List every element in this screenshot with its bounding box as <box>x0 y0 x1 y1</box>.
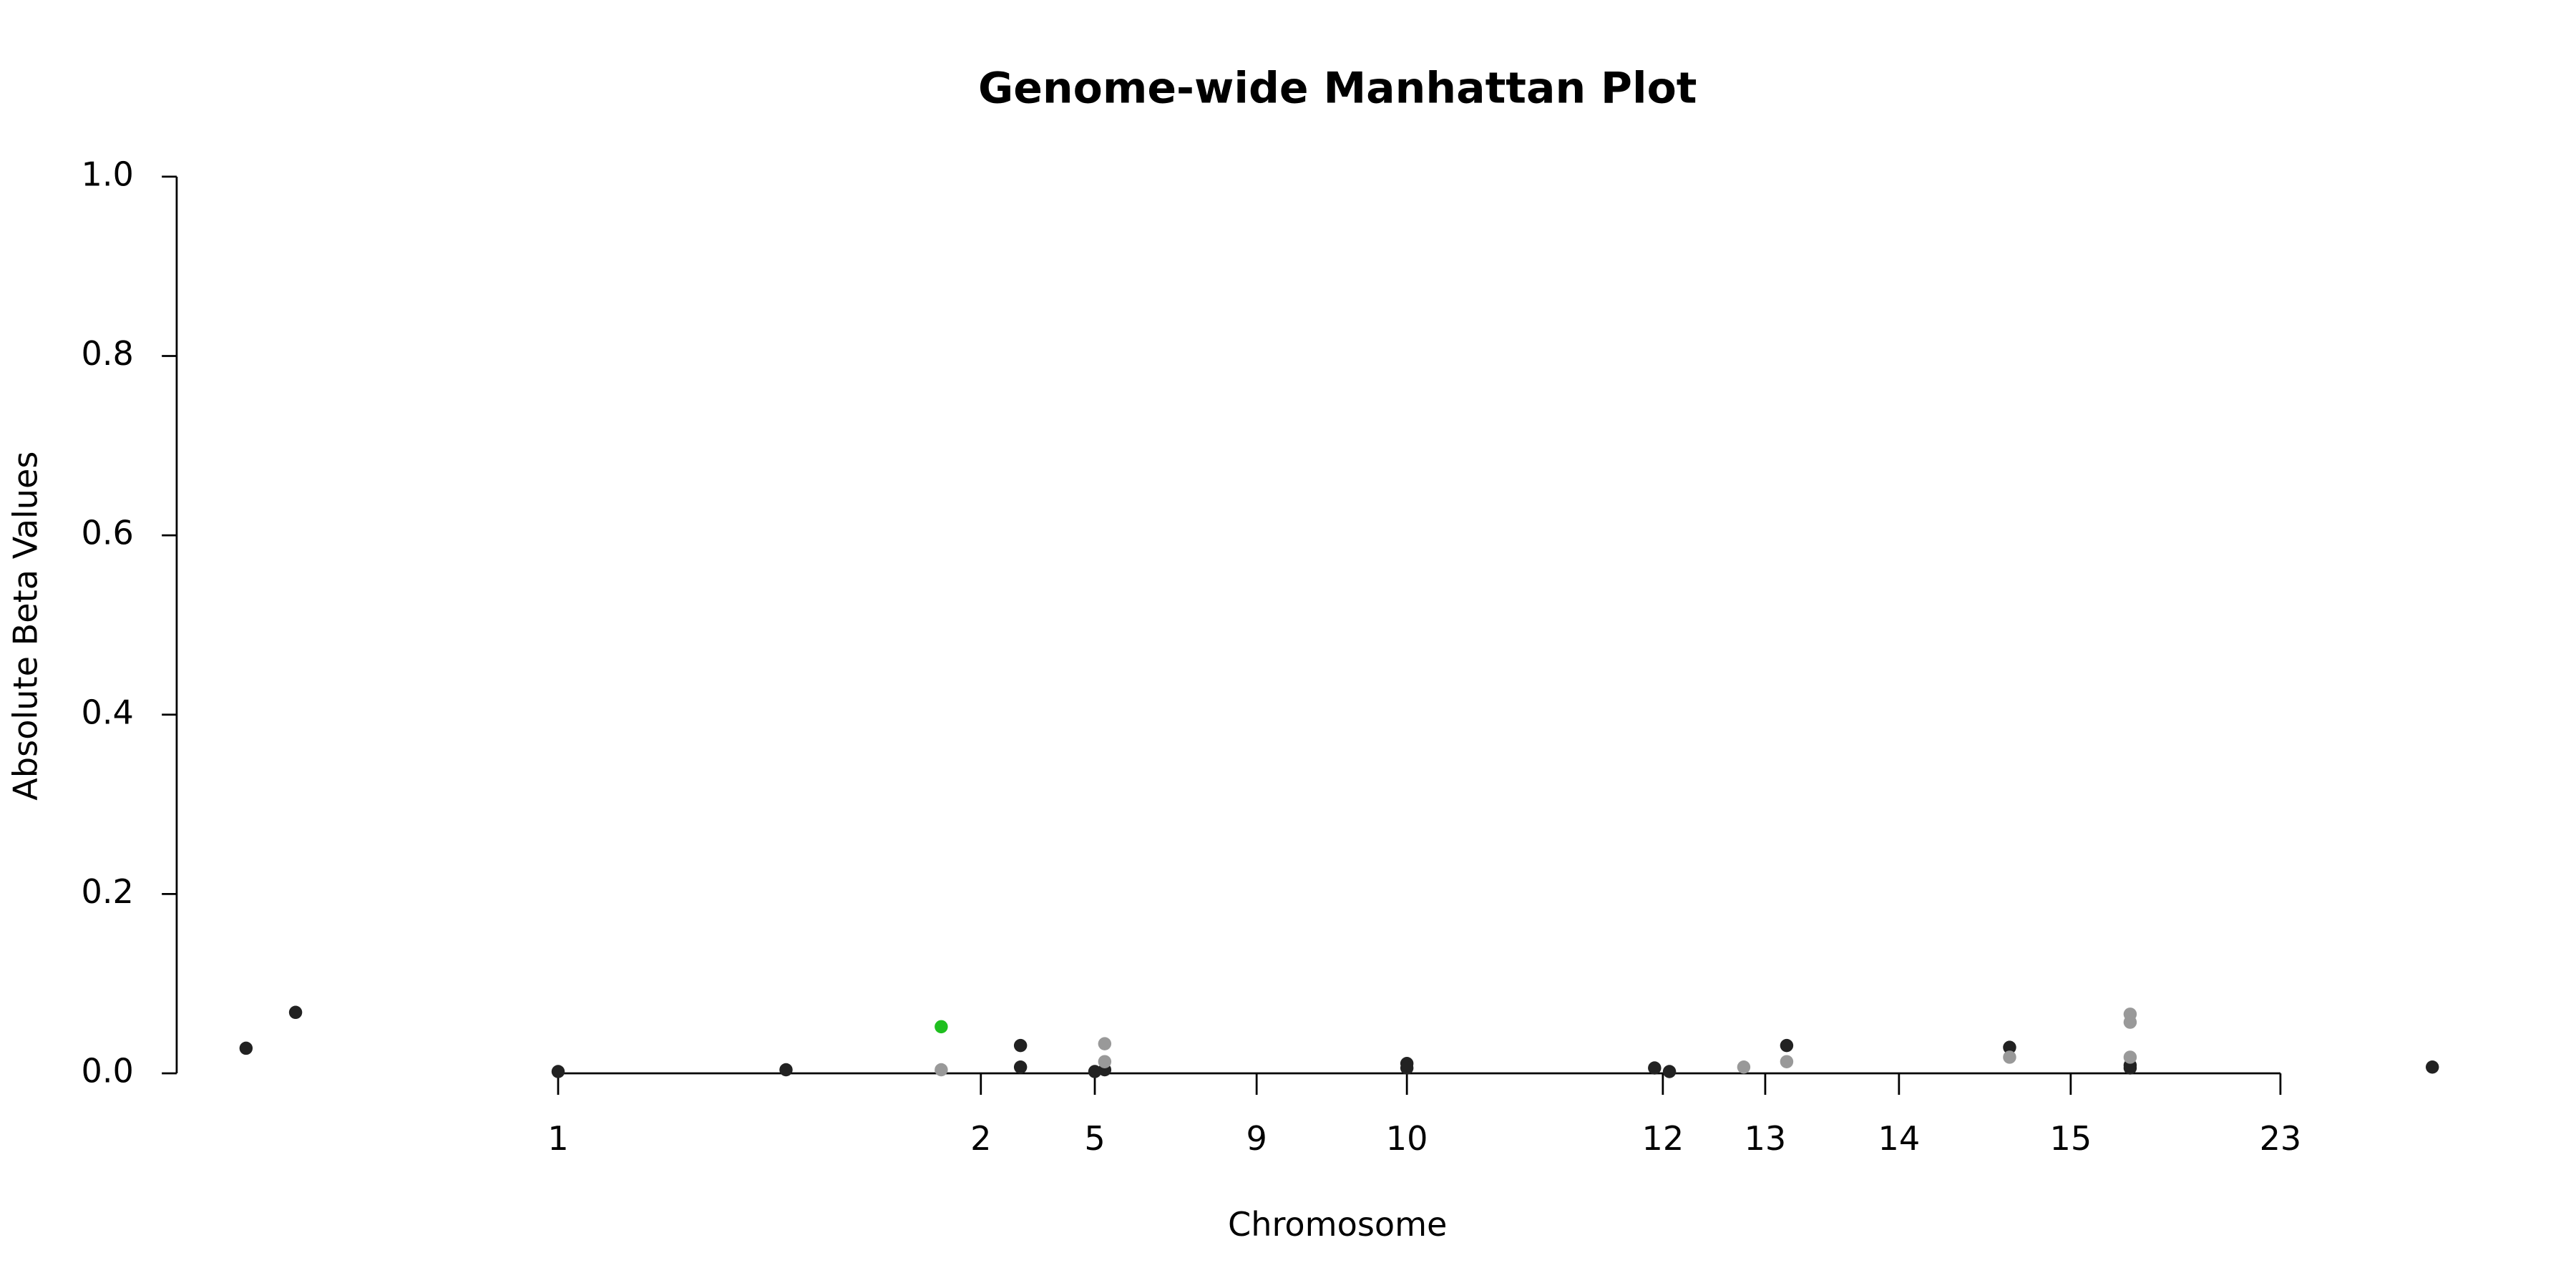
point <box>935 1063 948 1077</box>
x-tick-label: 2 <box>970 1119 991 1158</box>
x-tick-label: 12 <box>1641 1119 1684 1158</box>
point <box>2003 1050 2016 1064</box>
point <box>779 1063 793 1077</box>
y-tick-label: 0.0 <box>82 1052 134 1091</box>
point <box>1013 1060 1028 1074</box>
chart-title: Genome-wide Manhattan Plot <box>978 64 1697 114</box>
y-tick-label: 0.2 <box>82 872 134 911</box>
point <box>551 1065 565 1078</box>
x-tick-label: 10 <box>1386 1119 1428 1158</box>
point <box>1400 1061 1414 1075</box>
point <box>1098 1037 1112 1050</box>
point <box>239 1041 253 1055</box>
y-axis-label: Absolute Beta Values <box>6 452 45 801</box>
point <box>1098 1055 1112 1068</box>
point <box>1780 1055 1794 1068</box>
point <box>1013 1038 1028 1053</box>
point <box>1648 1061 1662 1075</box>
point <box>2003 1040 2016 1054</box>
point <box>2123 1061 2137 1075</box>
point <box>2123 1015 2137 1029</box>
y-tick-label: 0.6 <box>82 514 134 552</box>
y-tick-label: 0.8 <box>82 334 134 373</box>
x-tick-label: 15 <box>2049 1119 2092 1158</box>
point <box>1088 1065 1102 1078</box>
point <box>1737 1060 1751 1074</box>
y-tick-label: 0.4 <box>82 693 134 731</box>
point <box>288 1005 303 1020</box>
x-tick-label: 13 <box>1745 1119 1787 1158</box>
x-axis-label: Chromosome <box>1228 1205 1447 1244</box>
y-tick-label: 1.0 <box>82 155 134 193</box>
point <box>2123 1050 2137 1064</box>
x-tick-label: 23 <box>2260 1119 2302 1158</box>
x-tick-label: 5 <box>1084 1119 1105 1158</box>
point <box>935 1020 948 1034</box>
point <box>2426 1060 2439 1074</box>
x-tick-label: 14 <box>1878 1119 1920 1158</box>
point <box>1780 1038 1794 1053</box>
point <box>1662 1065 1677 1078</box>
x-tick-label: 1 <box>547 1119 568 1158</box>
x-tick-label: 9 <box>1246 1119 1267 1158</box>
